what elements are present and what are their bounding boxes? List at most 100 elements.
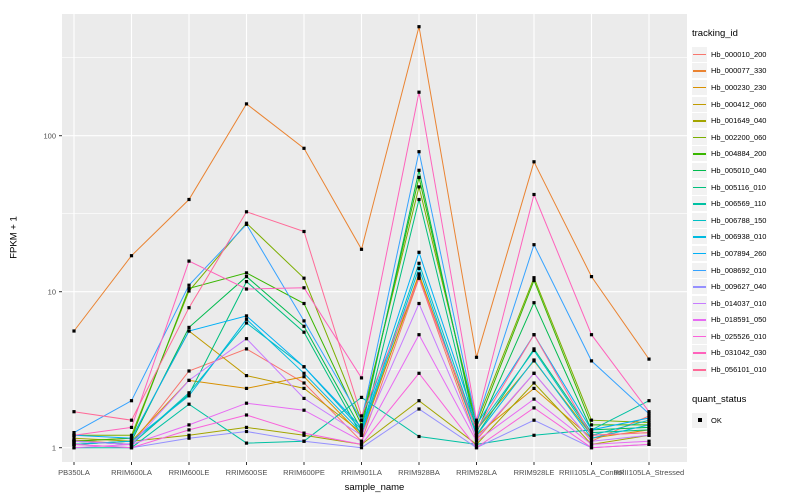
data-point — [187, 436, 191, 440]
data-point — [474, 433, 479, 437]
data-point — [532, 278, 536, 283]
x-axis-title: sample_name — [344, 482, 405, 493]
data-point — [302, 381, 306, 385]
data-point — [129, 425, 134, 429]
legend-key-line-icon — [692, 345, 707, 361]
data-point — [72, 410, 76, 414]
data-point — [532, 348, 536, 353]
data-point — [187, 369, 191, 373]
legend-entry-label: Hb_006569_110 — [711, 199, 766, 209]
legend-title-tracking-id: tracking_id — [692, 28, 738, 39]
x-tick-label: RRIM901LA — [341, 468, 382, 477]
data-point — [302, 330, 306, 334]
data-point — [187, 197, 191, 202]
legend-entry: Hb_025526_010 — [692, 328, 798, 345]
data-point — [302, 371, 306, 375]
data-point — [187, 325, 191, 329]
legend-entry-label: Hb_006938_010 — [711, 232, 767, 242]
data-point — [302, 431, 306, 435]
data-point — [244, 413, 249, 417]
data-point — [129, 399, 134, 403]
data-point — [302, 301, 306, 306]
legend-entry: Hb_005116_010 — [692, 179, 798, 196]
legend-entry-label: Hb_004884_200 — [711, 149, 767, 159]
data-point — [302, 324, 306, 328]
data-point — [129, 446, 134, 450]
data-point — [129, 439, 134, 443]
data-point — [647, 412, 651, 416]
data-point — [244, 102, 249, 106]
legend-key-line-icon — [692, 63, 707, 79]
data-point — [129, 254, 134, 258]
legend-entry: Hb_006569_110 — [692, 195, 798, 212]
legend-key-square-icon — [692, 412, 707, 428]
legend-title-quant-status: quant_status — [692, 393, 747, 405]
data-point — [244, 347, 249, 351]
legend-key-line-icon — [692, 328, 707, 344]
data-point — [589, 423, 594, 427]
data-point — [474, 355, 479, 359]
legend-key-line-icon — [692, 229, 707, 245]
data-point — [129, 433, 134, 437]
data-point — [302, 433, 306, 437]
data-point — [417, 371, 421, 375]
data-point — [359, 414, 364, 418]
data-point — [244, 210, 249, 214]
legend-key-line-icon — [692, 113, 707, 129]
legend-items-tracking-id: Hb_000010_200 Hb_000077_330 Hb_000230_230 H… — [692, 46, 798, 378]
data-point — [244, 337, 249, 341]
data-point — [532, 433, 536, 437]
data-point — [359, 376, 364, 380]
data-point — [302, 365, 306, 369]
data-point — [532, 192, 536, 197]
legend-entry: Hb_000230_230 — [692, 79, 798, 96]
legend-entry: Hb_000077_330 — [692, 63, 798, 80]
data-point — [589, 446, 594, 450]
data-point — [532, 160, 536, 164]
data-point — [532, 243, 536, 247]
data-point — [474, 446, 479, 450]
legend-key-line-icon — [692, 279, 707, 295]
data-point — [532, 397, 536, 401]
data-point — [647, 399, 651, 403]
data-point — [417, 434, 421, 439]
data-point — [589, 439, 594, 443]
legend-entry-label: Hb_056101_010 — [711, 365, 767, 375]
legend-entry-label: Hb_000010_200 — [711, 49, 767, 59]
legend-key-line-icon — [692, 162, 707, 178]
data-point — [72, 329, 76, 333]
data-point — [302, 146, 306, 150]
data-point — [244, 280, 249, 284]
legend-entry-label: Hb_005116_010 — [711, 182, 766, 192]
legend-entry: Hb_009627_040 — [692, 278, 798, 295]
data-point — [647, 428, 651, 432]
legend-entry-label: Hb_006788_150 — [711, 215, 767, 225]
data-point — [187, 428, 191, 432]
data-point — [302, 276, 306, 280]
data-point — [647, 439, 651, 443]
data-point — [244, 374, 249, 378]
legend-entry: Hb_007894_260 — [692, 245, 798, 262]
legend-key-line-icon — [692, 212, 707, 228]
legend-entry-label: Hb_002200_060 — [711, 132, 767, 142]
legend-key-line-icon — [692, 262, 707, 278]
data-point — [359, 439, 364, 443]
y-tick-label: 1 — [52, 443, 56, 452]
x-tick-label: RRII105LA_Stressed — [614, 468, 684, 477]
data-point — [647, 418, 651, 422]
data-point — [302, 286, 306, 290]
legend-entry-label: Hb_000412_060 — [711, 99, 767, 109]
y-axis-title: FPKM + 1 — [8, 216, 20, 259]
x-tick-label: RRIM928LE — [514, 468, 555, 477]
data-point — [359, 395, 364, 399]
legend-entry-label: Hb_007894_260 — [711, 248, 767, 258]
legend-entry: Hb_005010_040 — [692, 162, 798, 179]
legend-entry-label: Hb_014037_010 — [711, 298, 767, 308]
data-point — [417, 25, 421, 29]
x-tick-label: RRIM928LA — [456, 468, 497, 477]
data-point — [532, 406, 536, 410]
data-point — [302, 375, 306, 379]
legend-items-quant-status: OK — [692, 412, 798, 429]
